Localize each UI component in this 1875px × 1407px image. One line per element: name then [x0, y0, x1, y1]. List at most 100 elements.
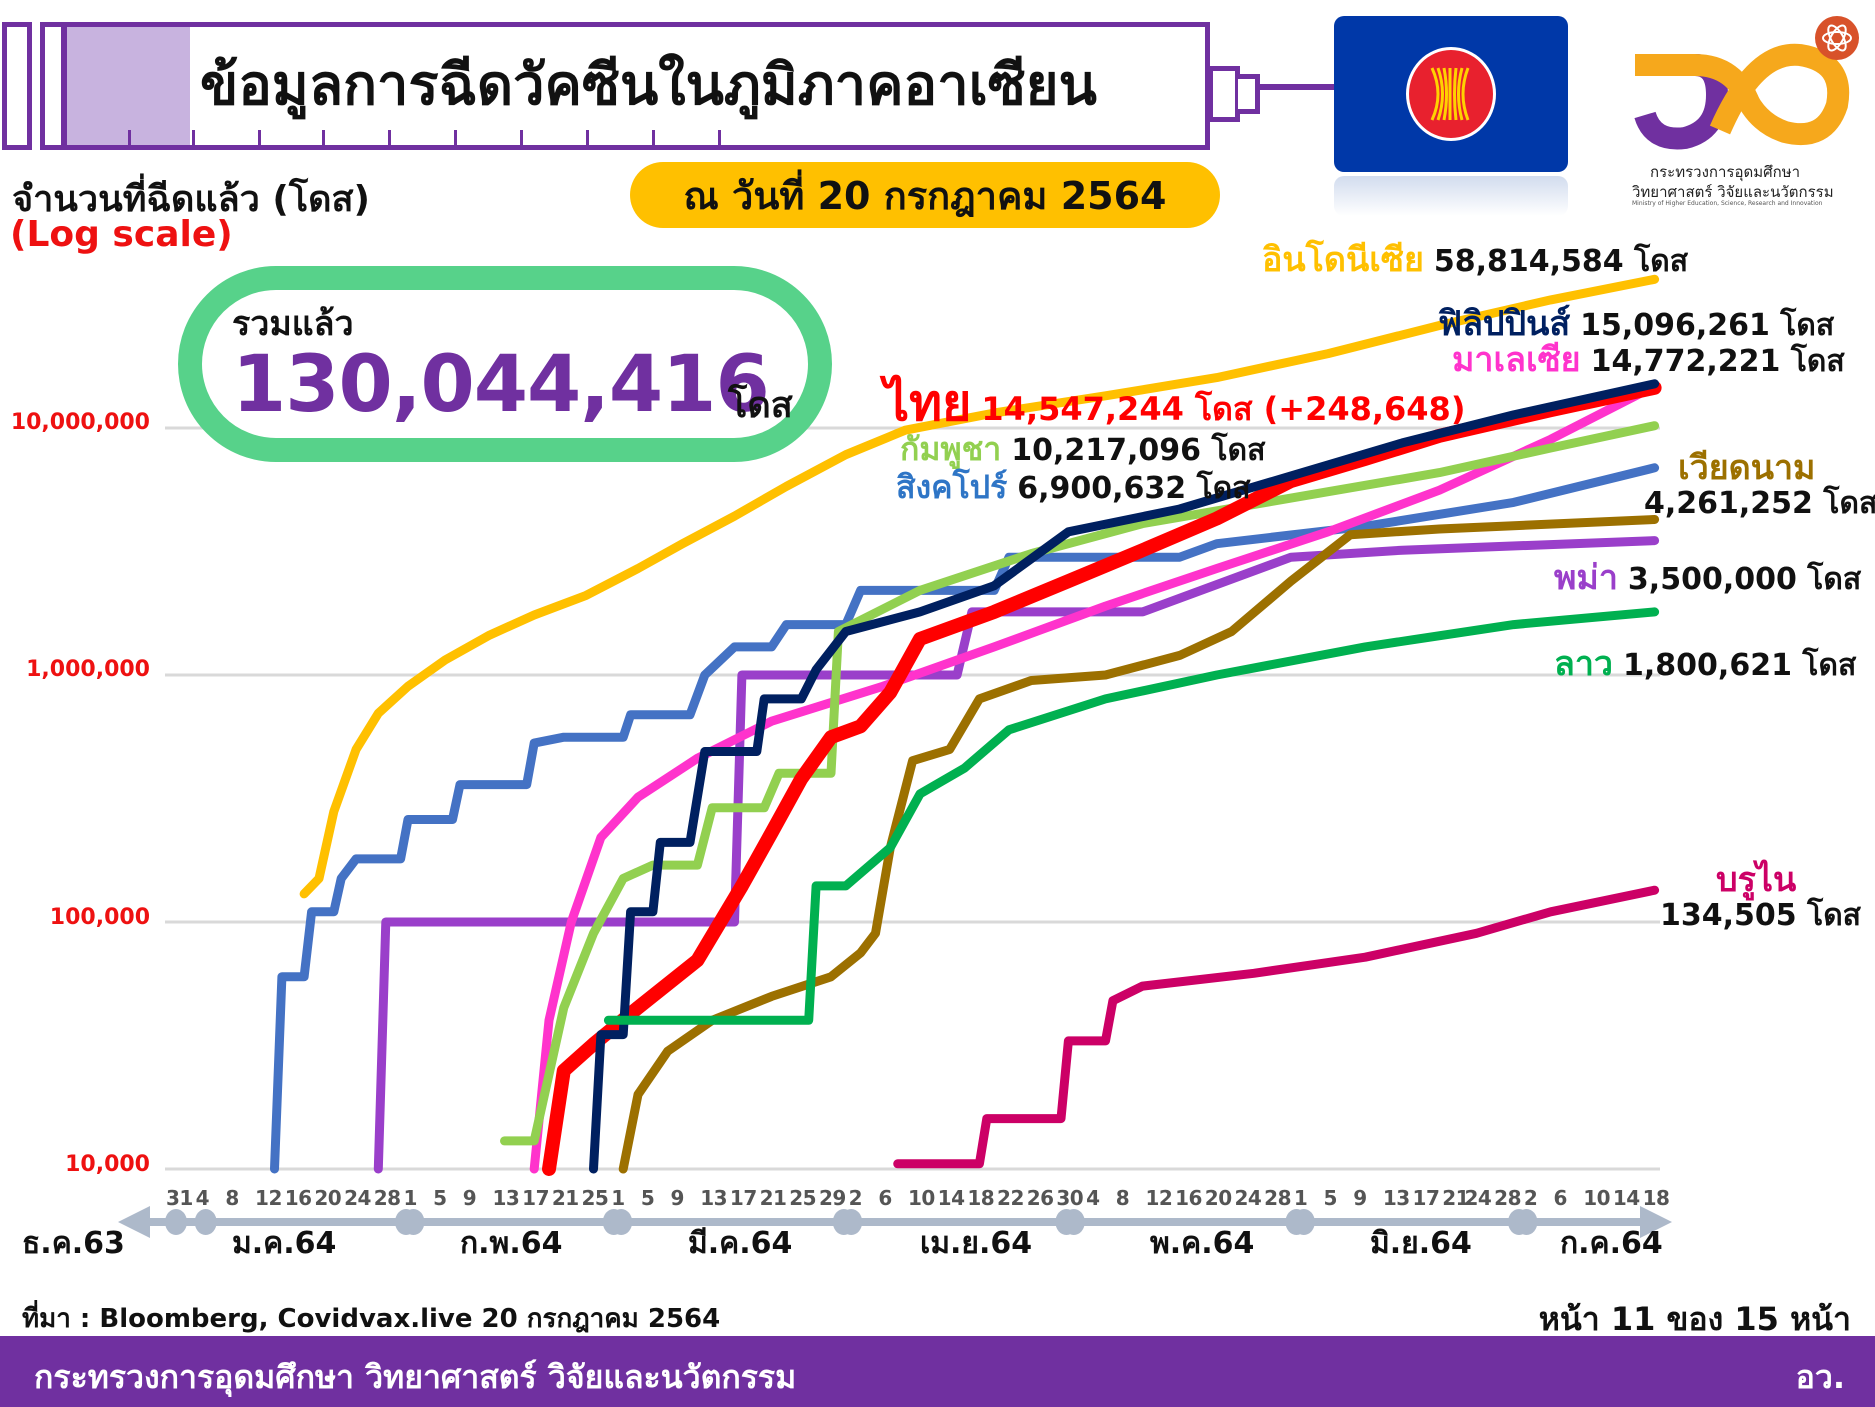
page-number: หน้า 11 ของ 15 หน้า — [1538, 1300, 1851, 1338]
logo-text-line3: Ministry of Higher Education, Science, R… — [1632, 200, 1823, 207]
syringe-barrel — [62, 22, 1210, 150]
label-vietnam-value: 4,261,252 โดส — [1644, 486, 1875, 521]
x-day-tick: 14 — [937, 1186, 965, 1210]
x-day-tick: 8 — [225, 1186, 239, 1210]
x-day-tick: 28 — [373, 1186, 401, 1210]
x-day-tick: 20 — [314, 1186, 342, 1210]
x-day-tick: 18 — [967, 1186, 995, 1210]
label-brunei-value: 134,505 โดส — [1660, 898, 1861, 933]
series-lines — [270, 274, 1662, 1176]
x-day-tick: 6 — [1553, 1186, 1568, 1210]
label-philippines: ฟิลิปปินส์ 15,096,261 โดส — [1438, 304, 1835, 344]
label-singapore: สิงคโปร์ 6,900,632 โดส — [896, 468, 1251, 506]
total-label: รวมแล้ว — [232, 304, 354, 344]
x-day-tick: 17 — [729, 1186, 757, 1210]
x-day-tick: 21 — [551, 1186, 579, 1210]
series-line — [500, 421, 1660, 1146]
x-day-tick: 6 — [878, 1186, 892, 1210]
y-tick-1m: 1,000,000 — [26, 657, 150, 682]
series-line — [542, 380, 1662, 1176]
date-badge: ณ วันที่ 20 กรกฎาคม 2564 — [630, 162, 1220, 228]
x-day-tick: 18 — [1642, 1186, 1670, 1210]
page-title: ข้อมูลการฉีดวัคซีนในภูมิภาคอาเซียน — [200, 53, 1097, 118]
label-vietnam-name: เวียดนาม — [1678, 448, 1816, 488]
x-day-tick: 4 — [1086, 1186, 1100, 1210]
series-line — [893, 885, 1660, 1169]
x-day-tick: 9 — [1353, 1186, 1367, 1210]
x-day-tick: 25 — [789, 1186, 817, 1210]
x-day-tick: 5 — [640, 1186, 655, 1210]
x-day-tick: 31 — [166, 1186, 193, 1210]
x-month-label: ธ.ค.63 — [22, 1226, 125, 1261]
syringe-fill — [67, 27, 190, 145]
y-tick-10m: 10,000,000 — [10, 410, 150, 435]
x-day-tick: 10 — [1583, 1186, 1611, 1210]
x-day-tick: 1 — [403, 1186, 417, 1210]
x-day-tick: 13 — [492, 1186, 520, 1210]
mhesi-logo-icon — [1634, 16, 1859, 150]
logo-text-line2: วิทยาศาสตร์ วิจัยและนวัตกรรม — [1632, 183, 1834, 201]
y-axis-title: จำนวนที่ฉีดแล้ว (โดส) — [12, 179, 370, 220]
x-day-tick: 28 — [1494, 1186, 1522, 1210]
y-tick-10k: 10,000 — [65, 1152, 150, 1177]
x-day-tick: 28 — [1264, 1186, 1291, 1210]
label-cambodia: กัมพูชา 10,217,096 โดส — [900, 430, 1266, 468]
x-day-tick: 12 — [255, 1186, 282, 1210]
x-day-tick: 30 — [1056, 1186, 1084, 1210]
x-axis-arrow — [118, 1206, 1672, 1238]
x-day-tick: 22 — [997, 1186, 1024, 1210]
series-line — [618, 515, 1660, 1174]
x-day-tick: 5 — [1323, 1186, 1338, 1210]
x-day-tick: 24 — [1234, 1186, 1262, 1210]
footer-bar — [0, 1336, 1875, 1407]
x-day-tick: 21 — [759, 1186, 787, 1210]
x-day-tick: 17 — [522, 1186, 549, 1210]
flag-reflection — [1334, 176, 1568, 216]
label-indonesia: อินโดนีเซีย 58,814,584 โดส — [1262, 240, 1689, 280]
x-month-label: ม.ค.64 — [232, 1226, 337, 1261]
x-day-tick: 12 — [1145, 1186, 1173, 1210]
label-myanmar: พม่า 3,500,000 โดส — [1554, 558, 1862, 598]
x-month-label: พ.ค.64 — [1150, 1226, 1255, 1261]
x-day-tick: 14 — [1612, 1186, 1640, 1210]
logo-text-line1: กระทรวงการอุดมศึกษา — [1650, 163, 1800, 181]
x-day-tick: 2 — [1523, 1186, 1538, 1210]
x-day-tick: 4 — [195, 1186, 210, 1210]
footer-abbr: อว. — [1795, 1358, 1845, 1396]
label-malaysia: มาเลเซีย 14,772,221 โดส — [1452, 340, 1845, 380]
series-line — [529, 381, 1660, 1174]
x-day-tick: 16 — [284, 1186, 312, 1210]
y-axis-scale-note: (Log scale) — [10, 214, 233, 255]
x-day-tick: 21 — [1442, 1186, 1470, 1210]
label-thailand: ไทย 14,547,244 โดส (+248,648) — [884, 374, 1466, 432]
syringe-tip — [1238, 74, 1260, 114]
x-month-label: เม.ย.64 — [920, 1226, 1033, 1261]
x-day-tick: 24 — [344, 1186, 371, 1210]
total-value: 130,044,416 — [232, 340, 770, 430]
rice-sheaf-icon — [1430, 67, 1470, 121]
series-line — [589, 379, 1660, 1174]
x-day-tick: 13 — [1382, 1186, 1410, 1210]
x-day-tick: 25 — [581, 1186, 609, 1210]
x-day-tick: 2 — [848, 1186, 863, 1210]
x-day-tick: 9 — [670, 1186, 685, 1210]
x-day-tick: 1 — [1293, 1186, 1308, 1210]
x-month-label: ก.ค.64 — [1560, 1226, 1663, 1261]
x-day-tick: 8 — [1115, 1186, 1130, 1210]
x-day-tick: 13 — [700, 1186, 728, 1210]
syringe-ticks — [120, 128, 740, 148]
x-day-tick: 26 — [1026, 1186, 1054, 1210]
syringe-needle — [1258, 84, 1350, 90]
series-line — [603, 607, 1660, 1025]
x-month-label: มิ.ย.64 — [1370, 1226, 1472, 1261]
series-line — [299, 274, 1660, 899]
x-day-tick: 10 — [908, 1186, 935, 1210]
x-month-label: ก.พ.64 — [460, 1226, 563, 1261]
x-day-tick: 29 — [818, 1186, 846, 1210]
x-day-tick: 1 — [611, 1186, 625, 1210]
syringe-hub — [1208, 66, 1240, 122]
source-note: ที่มา : Bloomberg, Covidvax.live 20 กรกฎ… — [22, 1304, 721, 1334]
series-line — [373, 536, 1660, 1174]
syringe-plunger-end — [2, 22, 32, 150]
x-day-tick: 9 — [462, 1186, 477, 1210]
